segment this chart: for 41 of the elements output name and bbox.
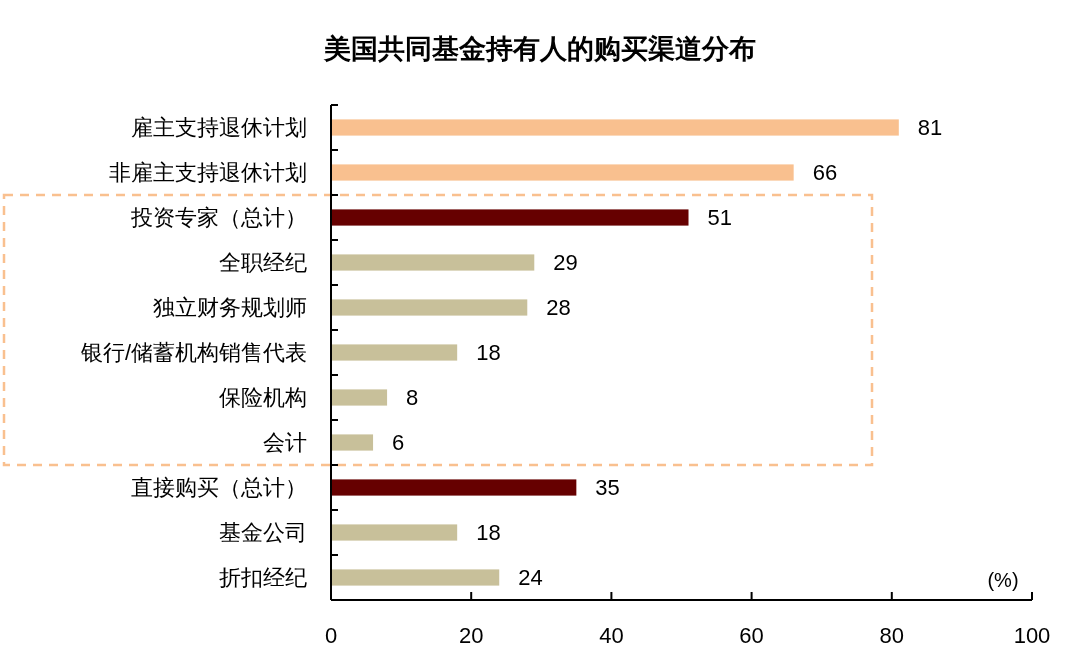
data-label: 51	[707, 205, 732, 231]
x-tick-label: 80	[879, 623, 905, 648]
data-label: 29	[553, 250, 578, 276]
data-label: 66	[812, 160, 838, 186]
y-tick-label: 非雇主支持退休计划	[109, 160, 307, 186]
data-label: 81	[917, 115, 943, 141]
x-tick-label: 100	[1013, 623, 1051, 648]
x-tick-label: 60	[739, 623, 764, 648]
bar	[331, 524, 458, 541]
y-tick-label: 基金公司	[219, 520, 307, 546]
bar	[331, 479, 577, 496]
bar	[331, 164, 794, 181]
bar	[331, 209, 689, 226]
x-tick-label: 20	[458, 623, 484, 648]
data-label: 28	[546, 295, 571, 321]
y-tick-label: 折扣经纪	[219, 565, 307, 591]
bar	[331, 299, 528, 316]
x-tick-label: 0	[324, 623, 338, 648]
data-label: 24	[518, 565, 543, 591]
data-label: 35	[595, 475, 620, 501]
y-tick-label: 会计	[263, 430, 307, 456]
x-axis-title: (%)	[987, 569, 1019, 591]
chart-title: 美国共同基金持有人的购买渠道分布	[323, 34, 756, 64]
y-tick-label: 雇主支持退休计划	[131, 115, 307, 141]
bar	[331, 344, 458, 361]
y-tick-label: 保险机构	[219, 385, 307, 411]
y-tick-label: 投资专家（总计）	[130, 205, 307, 231]
bar	[331, 434, 374, 451]
y-tick-label: 独立财务规划师	[153, 295, 307, 321]
bar	[331, 254, 535, 271]
y-tick-label: 直接购买（总计）	[131, 475, 307, 501]
y-tick-label: 全职经纪	[219, 250, 307, 276]
data-label: 18	[476, 340, 501, 366]
bar	[331, 389, 388, 406]
data-label: 18	[476, 520, 501, 546]
data-label: 8	[406, 385, 419, 411]
bar	[331, 569, 500, 586]
x-tick-label: 40	[599, 623, 624, 648]
bar	[331, 119, 899, 136]
data-label: 6	[392, 430, 405, 456]
y-tick-label: 银行/储蓄机构销售代表	[79, 340, 307, 366]
